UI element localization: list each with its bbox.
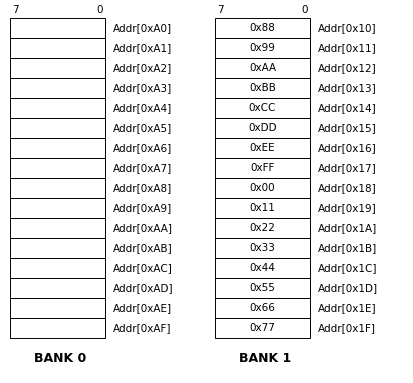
Bar	[10, 238, 105, 258]
Bar	[215, 298, 310, 318]
Text: Addr[0x1B]: Addr[0x1B]	[318, 243, 377, 253]
Text: Addr[0x17]: Addr[0x17]	[318, 163, 377, 173]
Text: 0xDD: 0xDD	[248, 123, 277, 133]
Bar	[215, 138, 310, 158]
Text: Addr[0xA9]: Addr[0xA9]	[113, 203, 172, 213]
Bar	[10, 218, 105, 238]
Text: Addr[0x12]: Addr[0x12]	[318, 63, 377, 73]
Text: 0x11: 0x11	[249, 203, 275, 213]
Text: BANK 1: BANK 1	[239, 352, 291, 365]
Bar	[10, 298, 105, 318]
Bar	[10, 318, 105, 338]
Bar	[215, 98, 310, 118]
Bar	[215, 258, 310, 278]
Text: Addr[0x15]: Addr[0x15]	[318, 123, 377, 133]
Text: Addr[0xAB]: Addr[0xAB]	[113, 243, 173, 253]
Text: Addr[0x1C]: Addr[0x1C]	[318, 263, 377, 273]
Text: Addr[0xA0]: Addr[0xA0]	[113, 23, 172, 33]
Text: Addr[0xAF]: Addr[0xAF]	[113, 323, 171, 333]
Text: Addr[0xA4]: Addr[0xA4]	[113, 103, 172, 113]
Bar	[215, 218, 310, 238]
Bar	[10, 118, 105, 138]
Bar	[215, 118, 310, 138]
Bar	[10, 138, 105, 158]
Bar	[215, 278, 310, 298]
Text: Addr[0xAE]: Addr[0xAE]	[113, 303, 172, 313]
Text: 0xFF: 0xFF	[250, 163, 275, 173]
Bar	[215, 78, 310, 98]
Text: Addr[0x10]: Addr[0x10]	[318, 23, 377, 33]
Text: 0x44: 0x44	[249, 263, 275, 273]
Text: 0xAA: 0xAA	[249, 63, 276, 73]
Text: Addr[0xA8]: Addr[0xA8]	[113, 183, 172, 193]
Text: 0x00: 0x00	[250, 183, 275, 193]
Text: Addr[0x19]: Addr[0x19]	[318, 203, 377, 213]
Text: 0x22: 0x22	[249, 223, 275, 233]
Text: 0x33: 0x33	[249, 243, 275, 253]
Text: 0xBB: 0xBB	[249, 83, 276, 93]
Text: 0: 0	[97, 5, 103, 15]
Text: 0: 0	[301, 5, 308, 15]
Bar	[10, 38, 105, 58]
Text: Addr[0x1E]: Addr[0x1E]	[318, 303, 377, 313]
Text: 0xCC: 0xCC	[249, 103, 276, 113]
Text: Addr[0xA6]: Addr[0xA6]	[113, 143, 172, 153]
Text: 0x66: 0x66	[249, 303, 275, 313]
Bar	[10, 258, 105, 278]
Text: 0xEE: 0xEE	[250, 143, 275, 153]
Bar	[10, 178, 105, 198]
Text: Addr[0x1A]: Addr[0x1A]	[318, 223, 377, 233]
Text: 7: 7	[12, 5, 19, 15]
Text: 0x99: 0x99	[249, 43, 275, 53]
Bar	[215, 198, 310, 218]
Bar	[10, 98, 105, 118]
Bar	[10, 158, 105, 178]
Text: Addr[0xAC]: Addr[0xAC]	[113, 263, 173, 273]
Text: Addr[0xA5]: Addr[0xA5]	[113, 123, 172, 133]
Text: Addr[0x11]: Addr[0x11]	[318, 43, 377, 53]
Text: Addr[0xA1]: Addr[0xA1]	[113, 43, 172, 53]
Text: 0x88: 0x88	[249, 23, 275, 33]
Text: Addr[0x13]: Addr[0x13]	[318, 83, 377, 93]
Text: BANK 0: BANK 0	[34, 352, 86, 365]
Bar	[215, 178, 310, 198]
Text: Addr[0x18]: Addr[0x18]	[318, 183, 377, 193]
Bar	[10, 278, 105, 298]
Text: Addr[0x16]: Addr[0x16]	[318, 143, 377, 153]
Text: 0x77: 0x77	[249, 323, 275, 333]
Bar	[215, 318, 310, 338]
Bar	[10, 78, 105, 98]
Bar	[215, 158, 310, 178]
Text: Addr[0xA2]: Addr[0xA2]	[113, 63, 172, 73]
Bar	[215, 38, 310, 58]
Bar	[215, 58, 310, 78]
Bar	[215, 238, 310, 258]
Text: Addr[0x1D]: Addr[0x1D]	[318, 283, 378, 293]
Bar	[10, 18, 105, 38]
Text: Addr[0x14]: Addr[0x14]	[318, 103, 377, 113]
Text: Addr[0xAD]: Addr[0xAD]	[113, 283, 173, 293]
Text: Addr[0x1F]: Addr[0x1F]	[318, 323, 376, 333]
Text: Addr[0xA7]: Addr[0xA7]	[113, 163, 172, 173]
Text: Addr[0xA3]: Addr[0xA3]	[113, 83, 172, 93]
Bar	[10, 58, 105, 78]
Bar	[10, 198, 105, 218]
Bar	[215, 18, 310, 38]
Text: 0x55: 0x55	[249, 283, 275, 293]
Text: 7: 7	[217, 5, 223, 15]
Text: Addr[0xAA]: Addr[0xAA]	[113, 223, 173, 233]
